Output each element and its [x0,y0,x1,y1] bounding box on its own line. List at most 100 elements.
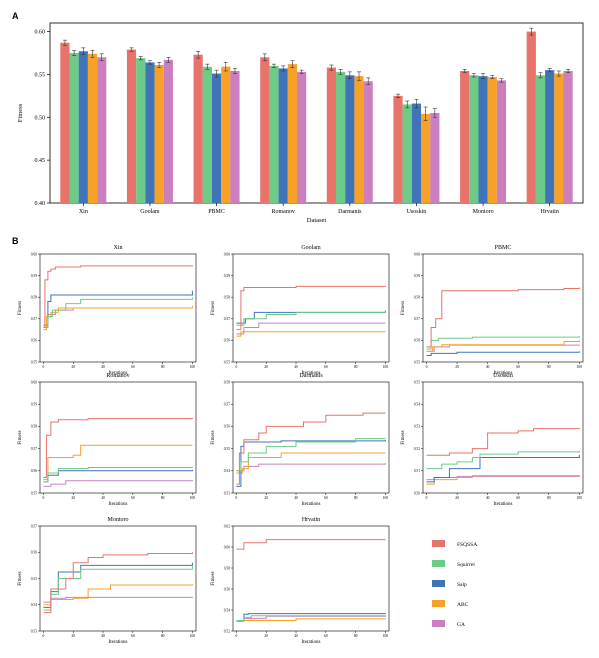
panel-a-bar [336,71,346,203]
subplot-ytick-label: 0.52 [414,447,420,451]
series-line-fsqssa [236,539,386,550]
panel-a-bar [393,95,403,203]
series-line-abc [236,452,386,474]
subplot-xtick-label: 60 [324,634,328,638]
subplot-ytick-label: 0.55 [31,577,37,581]
series-line-fsqssa [426,287,580,348]
panel-a-xtick-label: Xin [79,209,88,215]
series-line-fsqssa [43,417,193,478]
subplot-frame [39,253,197,363]
subplot-xtick-label: 60 [131,365,135,369]
panel-a-xtick-label: Goolam [140,209,160,215]
panel-b-subplot: PBMC 0.55 0.56 0.57 0.58 0.59 0.60 0 20 40 60 80 100… [401,245,584,376]
panel-b: B Xin 0.55 0.56 0.57 0.58 0.59 0.60 0 20 40 60 80 10… [12,236,584,645]
panel-b-subplot: Romanov 0.55 0.56 0.57 0.58 0.59 0.60 0 20 40 60 80… [18,373,197,507]
panel-a-ytick-label: 0.55 [35,72,46,78]
subplot-ytick-label: 0.54 [414,403,420,407]
subplot-xtick-label: 100 [383,634,389,638]
subplot-ytick-label: 0.52 [224,629,230,633]
subplot-xlabel: Iterations [494,371,513,376]
panel-a-bar [563,71,573,203]
panel-b-subplot: Xin 0.55 0.56 0.57 0.58 0.59 0.60 0 20 40 60 80 100 I… [18,245,197,376]
subplot-ytick-label: 0.55 [31,360,37,364]
legend-label-abc: ABC [457,602,469,608]
subplot-xtick-label: 60 [324,365,328,369]
panel-a-bar [545,70,555,204]
panel-a-bar [78,51,88,204]
subplot-xlabel: Iterations [109,371,128,376]
subplot-ytick-label: 0.60 [224,252,230,256]
subplot-xlabel: Iterations [109,502,128,507]
series-line-ga [236,322,386,335]
subplot-xtick-label: 100 [577,496,583,500]
subplot-title: Darmanis [299,373,323,379]
subplot-ytick-label: 0.53 [414,425,420,429]
panel-a-bar [460,71,470,203]
series-line-squirrel [236,615,386,621]
subplot-frame [39,381,197,494]
subplot-frame [232,381,390,494]
subplot-xtick-label: 60 [131,634,135,638]
subplot-ylabel: Fitness [211,301,216,315]
subplot-ytick-label: 0.55 [414,360,420,364]
panel-a-bar [221,66,231,203]
subplot-xtick-label: 80 [547,365,551,369]
panel-b-subplot: Montoro 0.53 0.54 0.55 0.56 0.57 0 20 40 60 80 100 I… [18,517,197,645]
panel-a-xtick-label: Montoro [473,209,494,215]
subplot-ytick-label: 0.57 [224,317,230,321]
subplot-ytick-label: 0.55 [414,380,420,384]
legend-swatch-squirrel [432,560,445,567]
panel-a-bar [554,73,564,203]
subplot-ylabel: Fitness [18,571,23,585]
subplot-ytick-label: 0.58 [224,296,230,300]
subplot-xtick-label: 100 [383,496,389,500]
panel-a-bar [326,67,337,203]
series-line-ga [426,344,580,352]
panel-a-bar [411,103,422,203]
subplot-ytick-label: 0.56 [31,339,37,343]
panel-a-ytick-label: 0.40 [35,201,46,207]
subplot-frame [232,253,390,363]
panel-a-bar [163,59,173,203]
subplot-ytick-label: 0.55 [224,360,230,364]
subplot-ytick-label: 0.56 [31,551,37,555]
series-line-squirrel [426,450,580,470]
subplot-xtick-label: 40 [294,496,298,500]
subplot-xtick-label: 100 [577,365,583,369]
subplot-xtick-label: 0 [43,365,45,369]
legend-label-ga: GA [457,622,465,628]
subplot-xtick-label: 20 [264,496,268,500]
series-line-abc [426,475,580,485]
panel-a-bar [211,73,222,203]
subplot-xtick-label: 20 [455,365,459,369]
subplot-ytick-label: 0.54 [224,608,230,612]
subplot-xlabel: Iterations [302,640,321,645]
series-line-ga [43,480,193,487]
panel-b-subplot: Darmanis 0.53 0.54 0.55 0.56 0.57 0.58 0 20 40 60 8… [211,373,390,507]
series-line-squirrel [43,297,193,326]
panel-a-xlabel: Dataset [307,217,327,224]
subplot-ytick-label: 0.56 [414,339,420,343]
panel-a-bar [496,80,507,203]
series-line-abc [236,331,386,337]
subplot-xlabel: Iterations [302,371,321,376]
panel-b-letter: B [12,236,19,246]
panel-a-bar [278,68,288,203]
subplot-xtick-label: 20 [264,365,268,369]
panel-a-bar [296,71,307,203]
subplot-frame [422,381,584,494]
subplot-title: PBMC [495,245,512,251]
subplot-ytick-label: 0.62 [224,524,230,528]
subplot-xtick-label: 40 [486,365,490,369]
subplot-ytick-label: 0.59 [31,403,37,407]
panel-a-xtick-label: Usoskin [407,209,427,215]
series-line-ga [43,307,193,328]
subplot-ytick-label: 0.58 [31,296,37,300]
series-line-fsqssa [236,285,386,331]
subplot-ytick-label: 0.58 [224,380,230,384]
subplot-ylabel: Fitness [18,301,23,315]
subplot-xtick-label: 0 [426,496,428,500]
panel-a-bar [402,104,412,203]
legend-label-fsqssa: FSQSSA [457,542,477,548]
